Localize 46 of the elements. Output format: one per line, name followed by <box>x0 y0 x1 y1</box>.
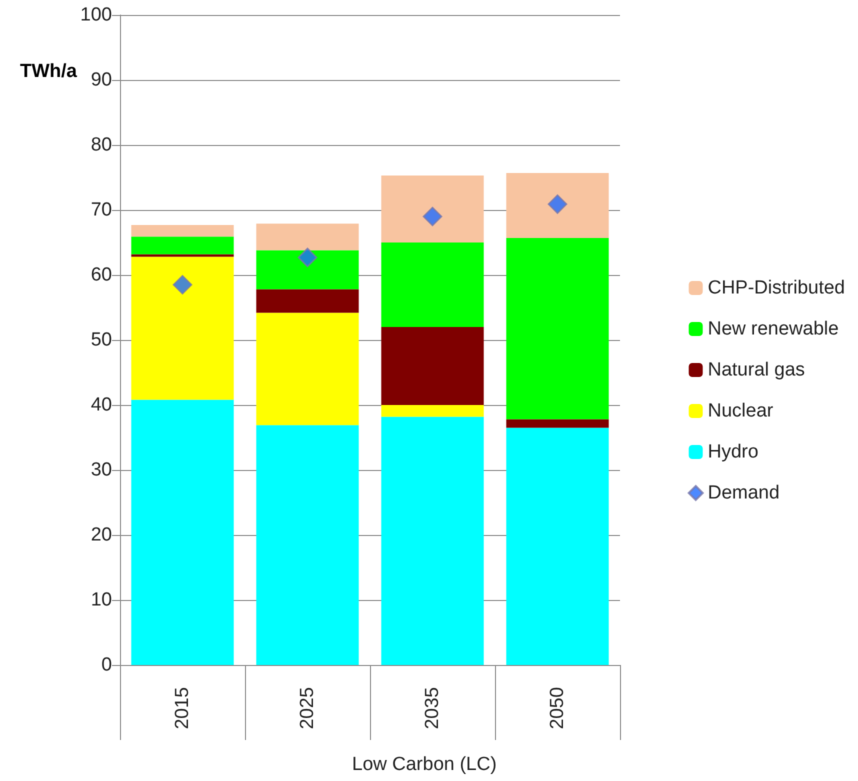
bar <box>381 242 484 327</box>
bar <box>256 425 359 665</box>
bar <box>256 312 359 426</box>
bar <box>131 224 234 237</box>
legend-label: Hydro <box>708 442 758 462</box>
point <box>298 248 318 268</box>
point <box>422 206 442 226</box>
x-tick-label: 2050 <box>547 687 568 730</box>
point <box>172 275 192 294</box>
y-axis-title: TWh/a <box>20 61 78 82</box>
bar <box>506 172 609 238</box>
y-tick-label: 90 <box>90 70 112 90</box>
point <box>548 194 568 214</box>
y-tick-label: 60 <box>90 264 112 286</box>
bar <box>506 428 609 665</box>
y-tick-label: 0 <box>101 654 112 676</box>
y-tick-label: 30 <box>90 460 112 480</box>
bar <box>381 327 484 405</box>
y-tick-label: 70 <box>90 200 112 220</box>
x-tick-label: 2025 <box>297 687 318 730</box>
y-tick-label: 10 <box>90 590 112 610</box>
bar <box>381 176 484 242</box>
bar <box>131 254 234 257</box>
bar <box>256 289 359 313</box>
y-tick-label: 50 <box>90 330 112 350</box>
y-tick-label: 40 <box>90 394 112 416</box>
bar <box>256 224 359 250</box>
bar <box>381 405 484 417</box>
y-tick-label: 80 <box>90 134 112 156</box>
bar <box>506 419 609 428</box>
text: Low Carbon (LC) <box>352 754 497 775</box>
legend-label: Demand <box>708 482 780 504</box>
bar <box>131 236 234 254</box>
bar <box>131 256 234 400</box>
y-tick-label: 100 <box>80 4 112 26</box>
y-tick-label: 20 <box>90 524 112 546</box>
bar <box>256 250 359 290</box>
legend-label: Nuclear <box>708 400 774 422</box>
bar <box>381 416 484 665</box>
legend-label: New renewable <box>708 318 839 340</box>
bar <box>131 400 234 665</box>
x-tick-label: 2035 <box>422 687 443 730</box>
x-tick-label: 2015 <box>172 687 193 730</box>
legend-label: Natural gas <box>708 360 805 380</box>
bar <box>506 238 609 420</box>
legend-label: CHP-Distributed <box>708 278 846 298</box>
